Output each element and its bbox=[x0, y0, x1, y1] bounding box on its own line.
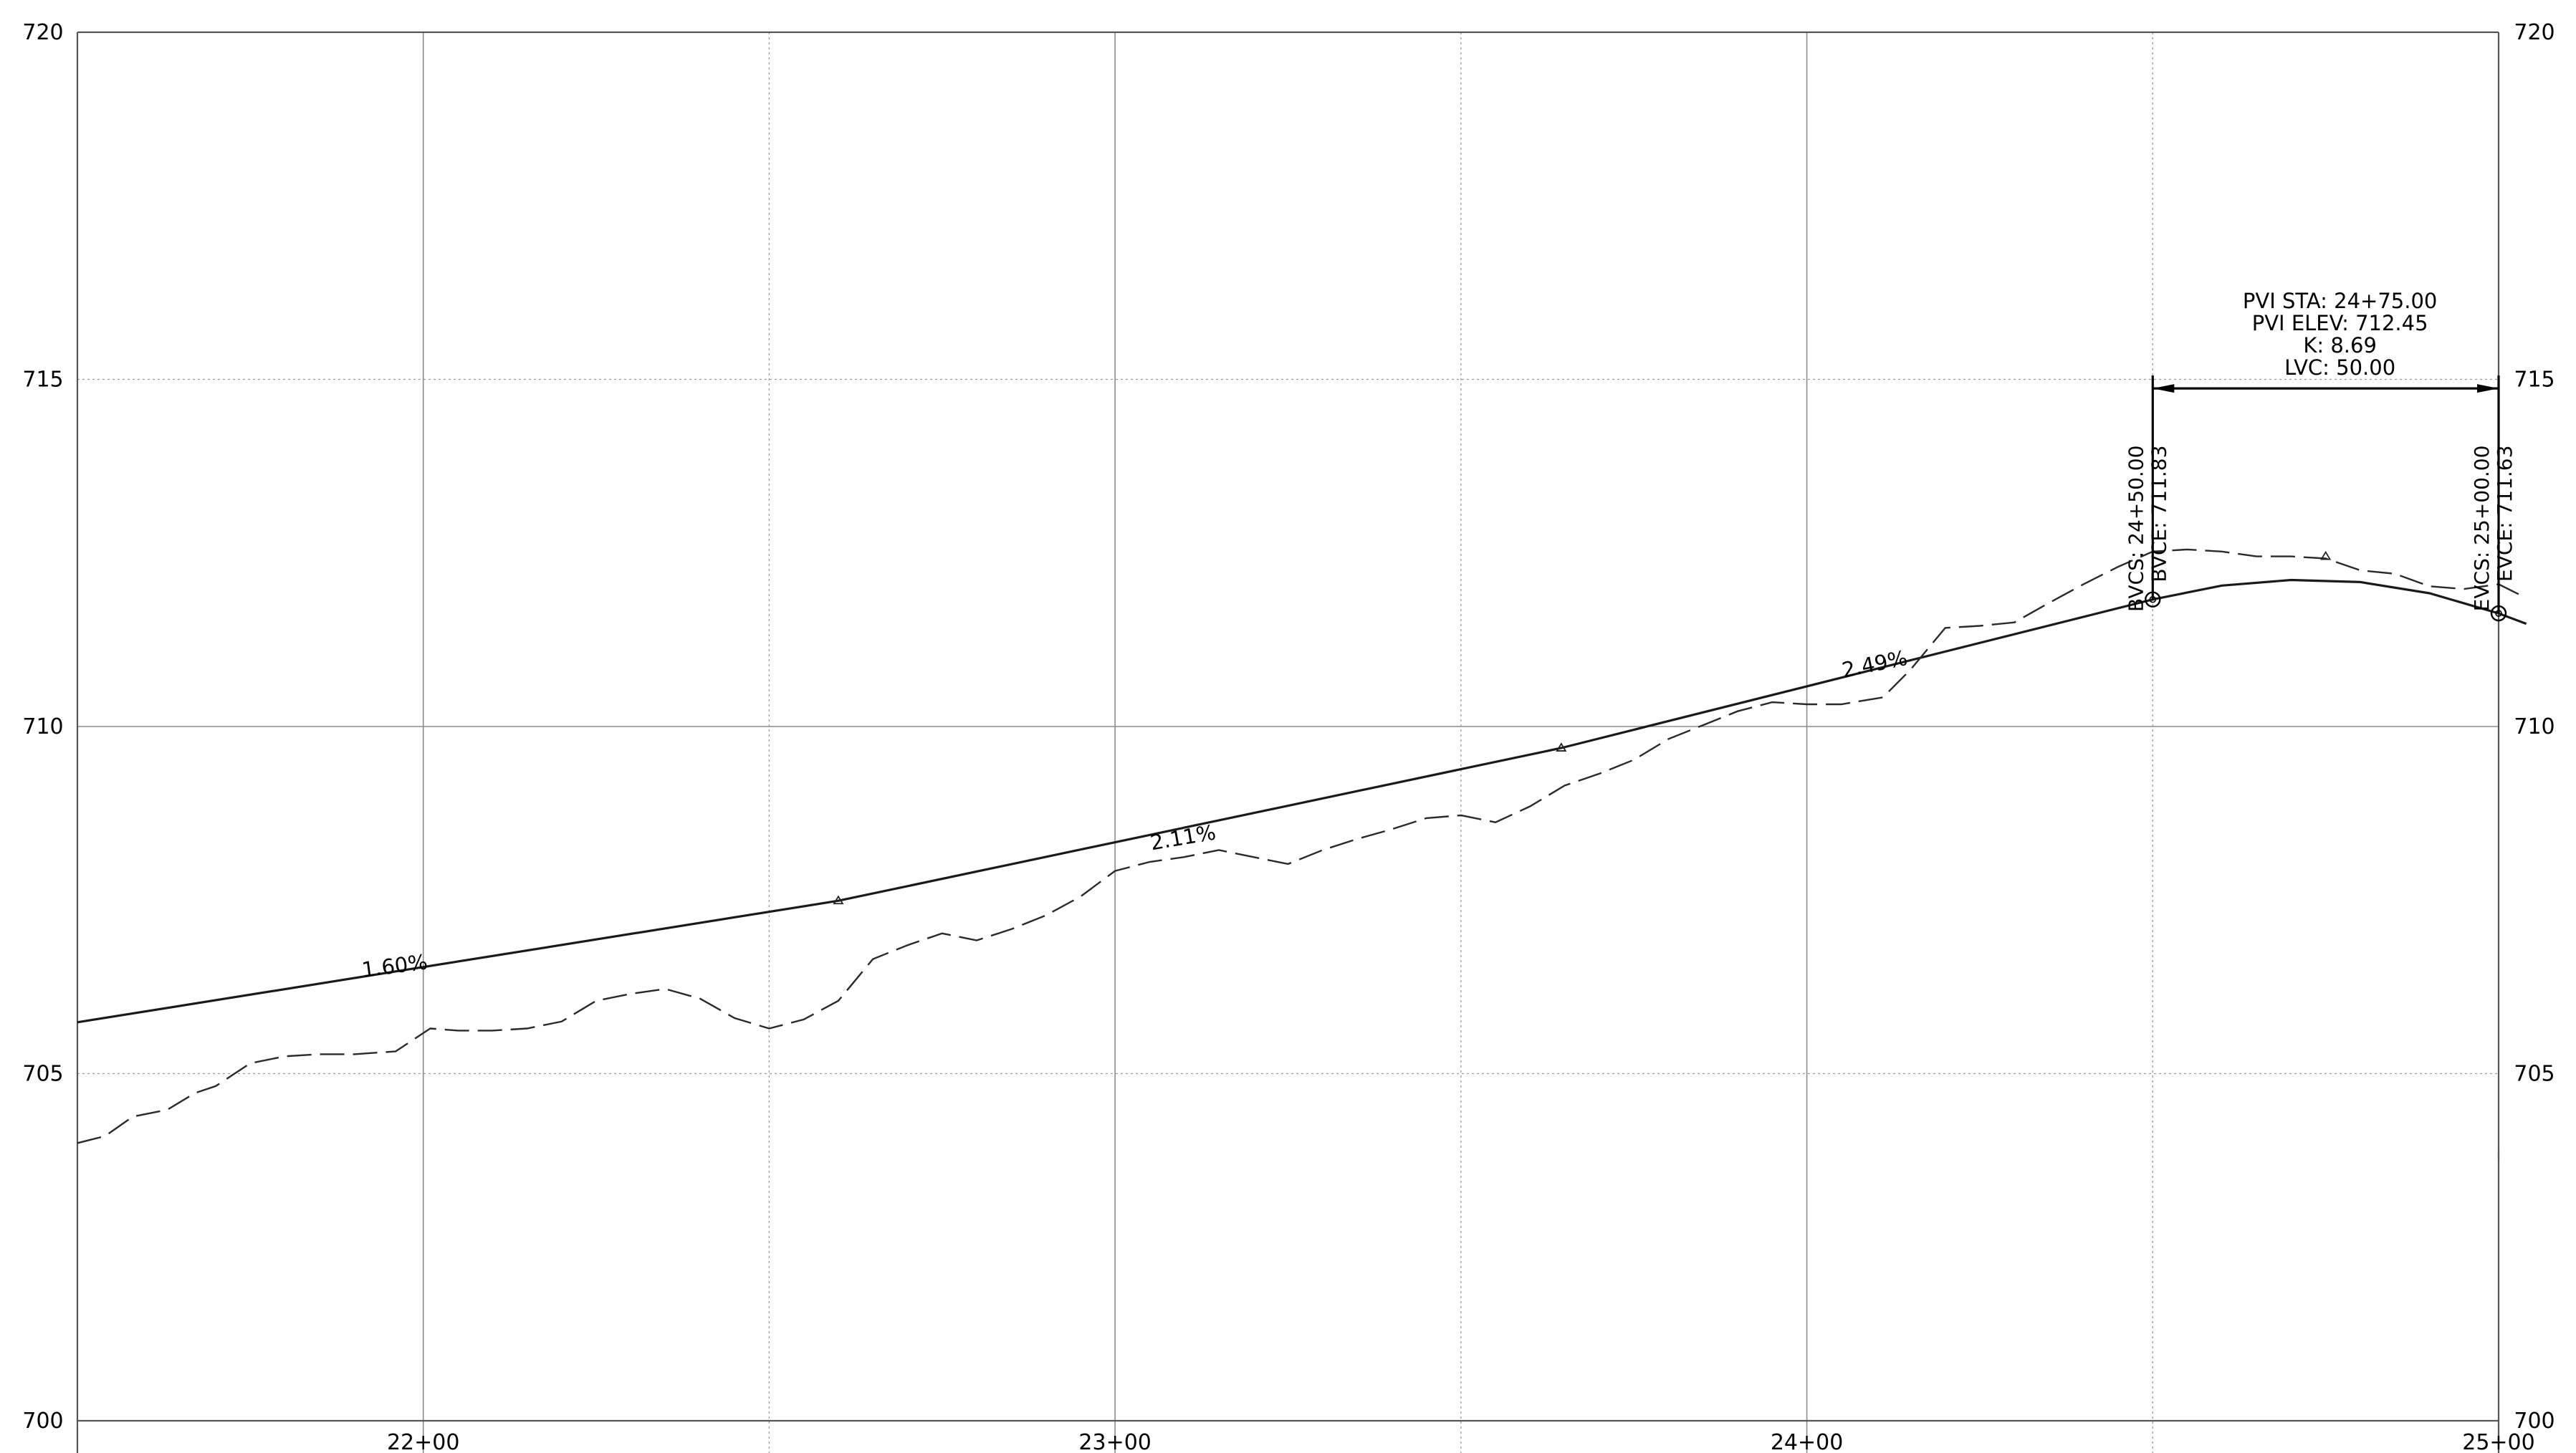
arrowhead-right bbox=[2477, 384, 2499, 393]
proposed-grade-line bbox=[77, 578, 2527, 1024]
pvi-label-line: PVI ELEV: 712.45 bbox=[2252, 311, 2428, 335]
x-tick-label: 22+00 bbox=[387, 1430, 459, 1453]
pvi-marker bbox=[833, 895, 844, 905]
bvc-elevation-label: BVCE: 711.83 bbox=[2147, 446, 2170, 582]
arrowhead-left bbox=[2153, 384, 2175, 393]
axis-ticks: 700 700 705 705 710 710 715 715 720 720 22+00 23+00… bbox=[22, 20, 2555, 1453]
bvc-station-label: BVCS: 24+50.00 bbox=[2124, 446, 2148, 612]
x-tick-label: 24+00 bbox=[1771, 1430, 1843, 1453]
bvc-circle-marker-inner bbox=[2149, 595, 2157, 603]
bvc-circle-marker bbox=[2145, 591, 2161, 608]
existing-ground-line bbox=[77, 548, 2527, 1144]
pvi-marker bbox=[1556, 742, 1567, 752]
y-tick-label-left: 720 bbox=[22, 20, 63, 45]
y-tick-label-right: 720 bbox=[2514, 20, 2555, 45]
pvi-label-line: LVC: 50.00 bbox=[2284, 355, 2395, 380]
grade-label: 1.60% bbox=[360, 949, 429, 982]
x-tick-label: 25+00 bbox=[2462, 1430, 2534, 1453]
y-tick-label-right: 705 bbox=[2514, 1062, 2555, 1087]
y-tick-label-left: 705 bbox=[22, 1062, 63, 1087]
y-tick-label-left: 710 bbox=[22, 714, 63, 739]
grade-label: 2.11% bbox=[1149, 820, 1218, 855]
pvi-label-line: PVI STA: 24+75.00 bbox=[2243, 289, 2438, 313]
y-tick-label-left: 700 bbox=[22, 1409, 63, 1434]
evc-circle-marker-inner bbox=[2495, 610, 2502, 617]
evc-circle-marker bbox=[2490, 605, 2507, 622]
y-tick-label-right: 715 bbox=[2514, 368, 2555, 393]
evc-station-label: EVCS: 25+00.00 bbox=[2470, 446, 2494, 612]
grid bbox=[76, 31, 2500, 1453]
series bbox=[77, 548, 2527, 1144]
pvi-marker bbox=[2320, 550, 2332, 560]
pvi-label-line: K: 8.69 bbox=[2303, 333, 2377, 358]
y-tick-label-right: 700 bbox=[2514, 1409, 2555, 1434]
x-tick-label: 23+00 bbox=[1078, 1430, 1151, 1453]
y-tick-label-right: 710 bbox=[2514, 714, 2555, 739]
evc-elevation-label: EVCE: 711.63 bbox=[2493, 446, 2517, 582]
y-tick-label-left: 715 bbox=[22, 368, 63, 393]
grade-label: 2.49% bbox=[1840, 646, 1910, 683]
